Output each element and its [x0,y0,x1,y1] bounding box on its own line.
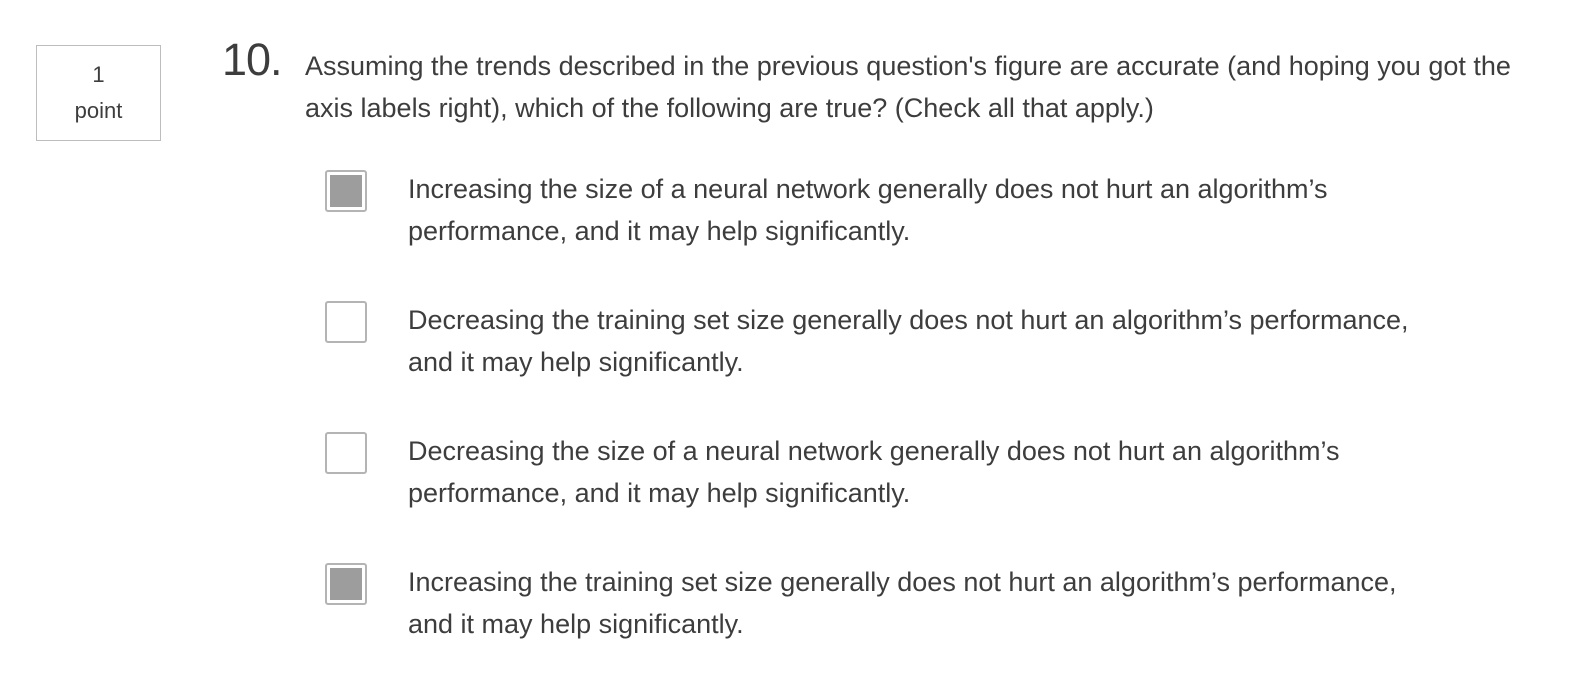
option-label[interactable]: Decreasing the training set size general… [408,305,1409,377]
answer-option[interactable]: Increasing the size of a neural network … [325,168,1475,252]
points-badge: 1 point [36,45,161,141]
answer-option[interactable]: Decreasing the training set size general… [325,299,1475,383]
question-text: Assuming the trends described in the pre… [305,51,1511,123]
answer-option[interactable]: Decreasing the size of a neural network … [325,430,1475,514]
option-checkbox[interactable] [325,170,367,212]
option-label[interactable]: Increasing the size of a neural network … [408,174,1328,246]
checkbox-checked-indicator [330,175,362,207]
option-label[interactable]: Increasing the training set size general… [408,567,1397,639]
checkbox-checked-indicator [330,568,362,600]
option-label[interactable]: Decreasing the size of a neural network … [408,436,1340,508]
points-unit: point [74,98,123,123]
question-number: 10. [222,34,283,85]
option-checkbox[interactable] [325,563,367,605]
option-checkbox[interactable] [325,432,367,474]
points-value: 1 [92,62,105,87]
answer-option[interactable]: Increasing the training set size general… [325,561,1475,645]
option-checkbox[interactable] [325,301,367,343]
